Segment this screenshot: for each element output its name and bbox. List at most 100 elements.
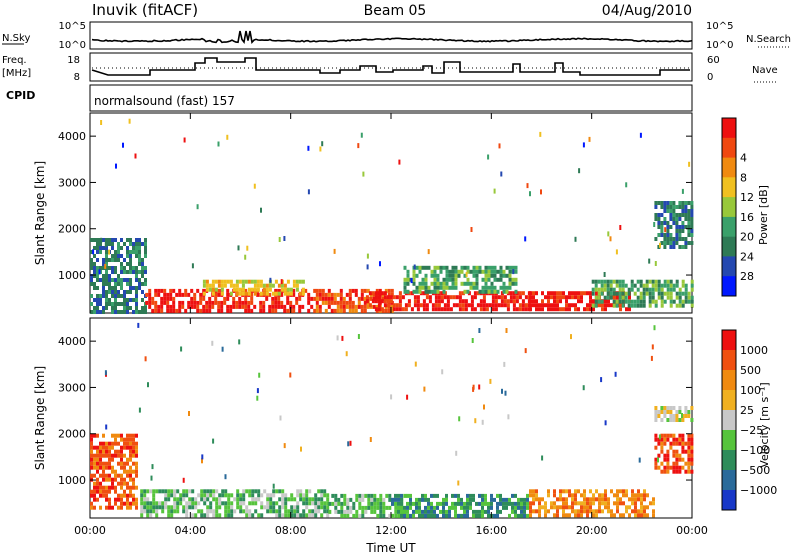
heatmap-cell (111, 445, 114, 450)
heatmap-cell (120, 310, 123, 314)
heatmap-cell (553, 489, 556, 494)
heatmap-cell (660, 233, 664, 237)
heatmap-cell (160, 296, 164, 301)
heatmap-cell (451, 269, 455, 274)
heatmap-cell (126, 497, 129, 502)
heatmap-cell (589, 501, 592, 506)
heatmap-cell (90, 310, 93, 314)
heatmap-cell (175, 308, 179, 313)
heatmap-cell (120, 461, 123, 466)
heatmap-cell (660, 229, 664, 233)
heatmap-cell (173, 497, 177, 502)
heatmap-cell (140, 509, 144, 514)
heatmap-cell (481, 513, 484, 518)
heatmap-cell (377, 295, 381, 300)
heatmap-cell (374, 295, 378, 300)
heatmap-cell (364, 505, 368, 510)
heatmap-cell (594, 283, 598, 288)
heatmap-cell (479, 303, 483, 308)
heatmap-cell (660, 291, 664, 296)
heatmap-cell (499, 285, 503, 290)
heatmap-cell (144, 270, 147, 274)
heatmap-cell (224, 493, 228, 498)
heatmap-cell (472, 509, 475, 514)
heatmap-cell (169, 296, 173, 301)
heatmap-cell (501, 388, 503, 394)
heatmap-cell (646, 493, 649, 498)
heatmap-cell (190, 304, 194, 309)
heatmap-cell (148, 300, 152, 305)
heatmap-cell (229, 308, 233, 313)
heatmap-cell (117, 258, 120, 262)
heatmap-cell (654, 303, 658, 308)
y-tick-label: 3000 (58, 381, 86, 394)
heatmap-cell (663, 469, 667, 474)
heatmap-cell (451, 281, 455, 286)
heatmap-cell (290, 513, 294, 518)
heatmap-cell (108, 485, 111, 490)
heatmap-cell (600, 287, 604, 292)
heatmap-cell (157, 304, 161, 309)
heatmap-cell (93, 485, 96, 490)
heatmap-cell (532, 291, 535, 296)
heatmap-cell (99, 453, 102, 458)
heatmap-cell (439, 269, 443, 274)
heatmap-cell (146, 509, 150, 514)
heatmap-cell (330, 296, 334, 301)
heatmap-cell (251, 497, 255, 502)
heatmap-cell (111, 453, 114, 458)
heatmap-cell (135, 278, 138, 282)
heatmap-cell (129, 493, 132, 498)
heatmap-cell (247, 308, 251, 313)
heatmap-cell (618, 295, 622, 300)
heatmap-cell (277, 291, 281, 296)
heatmap-cell (672, 461, 676, 466)
heatmap-cell (196, 204, 199, 210)
heatmap-cell (138, 286, 141, 290)
heatmap-cell (400, 513, 403, 518)
heatmap-cell (197, 493, 201, 498)
heatmap-cell (254, 489, 258, 494)
heatmap-cell (365, 295, 369, 300)
heatmap-cell (681, 299, 685, 304)
heatmap-cell (538, 505, 541, 510)
heatmap-cell (467, 303, 471, 308)
heatmap-cell (454, 513, 457, 518)
heatmap-cell (301, 291, 305, 296)
heatmap-cell (690, 299, 694, 304)
heatmap-cell (660, 287, 664, 292)
heatmap-cell (250, 300, 254, 305)
heatmap-cell (556, 505, 559, 510)
heatmap-cell (580, 505, 583, 510)
heatmap-cell (151, 464, 154, 470)
heatmap-cell (275, 513, 279, 518)
heatmap-cell (404, 307, 408, 312)
heatmap-cell (194, 505, 198, 510)
heatmap-cell (315, 300, 319, 305)
heatmap-cell (209, 509, 213, 514)
heatmap-cell (640, 493, 643, 498)
nsearch-tick-top: 10^5 (706, 21, 733, 32)
heatmap-cell (108, 258, 111, 262)
heatmap-cell (259, 283, 263, 288)
heatmap-cell (639, 291, 643, 296)
heatmap-cell (326, 513, 330, 518)
heatmap-cell (278, 509, 282, 514)
heatmap-cell (148, 296, 152, 301)
heatmap-cell (427, 509, 430, 514)
heatmap-cell (610, 513, 613, 518)
heatmap-cell (642, 291, 646, 296)
heatmap-cell (336, 292, 340, 297)
heatmap-cell (229, 283, 233, 288)
heatmap-cell (424, 513, 427, 518)
heatmap-cell (182, 497, 186, 502)
heatmap-cell (657, 225, 661, 229)
heatmap-cell (317, 497, 321, 502)
heatmap-cell (389, 299, 393, 304)
heatmap-cell (640, 497, 643, 502)
heatmap-cell (320, 513, 324, 518)
heatmap-cell (413, 295, 417, 300)
heatmap-cell (305, 505, 309, 510)
heatmap-cell (331, 501, 335, 506)
heatmap-cell (135, 306, 138, 310)
